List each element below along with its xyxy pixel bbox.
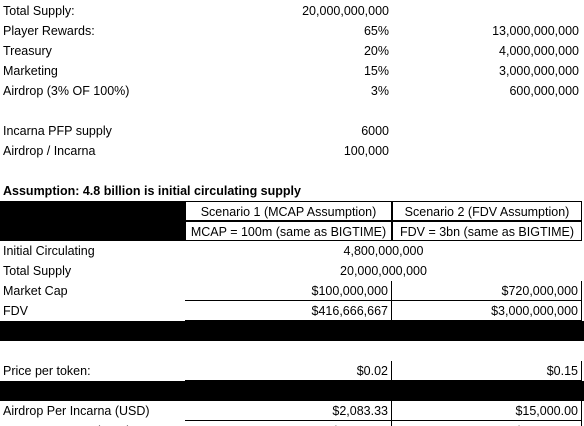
cell-value: 4,800,000,000 [343,244,424,258]
black-row [0,381,584,401]
cell-value: $720,000,000 [392,281,582,301]
cell-value: 3% [370,84,389,98]
cell-value: $416,666,667 [185,301,392,321]
cell-value: 13,000,000,000 [492,24,579,38]
cell-value: FDV = 3bn (same as BIGTIME) [392,221,582,241]
black-cell [0,221,185,241]
row-label: Assumption: 4.8 billion is initial circu… [3,184,301,198]
row-label: Total Supply: [3,4,75,18]
row-label: Price per token: [3,364,91,378]
row-label: Airdrop / Incarna [3,144,96,158]
cell-value: $0.02 [185,361,392,381]
cell-value: $100,000,000 [185,281,392,301]
black-cell [0,201,185,221]
cell-value: $3,000,000,000 [392,301,582,321]
cell-value: 600,000,000 [509,84,579,98]
cell-value: 15% [363,64,389,78]
row-label: Market Cap [3,284,68,298]
row-label: Incarna PFP supply [3,124,112,138]
cell-value: Scenario 2 (FDV Assumption) [392,201,582,221]
row-label: Player Rewards: [3,24,95,38]
row-label: Key Per Incarna (USD) x2 [0,421,185,426]
cell-value: $15,000.00 [392,401,582,421]
row-label: Initial Circulating [3,244,95,258]
row-label: Airdrop Per Incarna (USD) [3,404,150,418]
cell-value: Scenario 1 (MCAP Assumption) [185,201,392,221]
cell-value: 100,000 [343,144,389,158]
cell-value: $60,000.00 [392,421,582,426]
cell-value: 3,000,000,000 [499,64,579,78]
cell-value: 20,000,000,000 [340,264,427,278]
cell-value: MCAP = 100m (same as BIGTIME) [185,221,392,241]
row-label: Total Supply [3,264,72,278]
row-label: Treasury [3,44,52,58]
cell-value: 20,000,000,000 [302,4,389,18]
row-label: Marketing [3,64,58,78]
cell-value: $0.15 [392,361,582,381]
cell-value: 4,000,000,000 [499,44,579,58]
cell-value: 20% [363,44,389,58]
cell-value: $2,083.33 [185,401,392,421]
row-label: FDV [3,304,28,318]
black-row [0,321,584,341]
row-label: Airdrop (3% OF 100%) [3,84,130,98]
cell-value: 6000 [361,124,389,138]
cell-value: $4,166.67 [185,421,392,426]
cell-value: 65% [363,24,389,38]
